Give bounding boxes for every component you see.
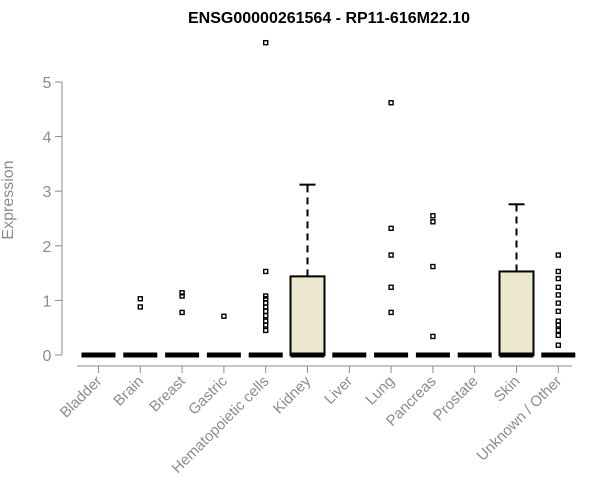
outlier-point <box>179 290 185 296</box>
x-tick-label: Skin <box>491 373 524 406</box>
box-group <box>374 100 409 358</box>
x-tick-label: Bladder <box>57 373 106 422</box>
outlier-point <box>263 318 269 324</box>
outlier-point <box>555 308 561 315</box>
x-tick-label: Lung <box>362 373 398 409</box>
outlier-point <box>555 327 561 334</box>
box-group <box>248 39 283 358</box>
box-group <box>165 290 200 358</box>
outlier-point <box>263 300 269 306</box>
y-tick-label: 0 <box>43 348 52 365</box>
y-tick-label: 5 <box>43 75 52 92</box>
outlier-point <box>388 100 394 106</box>
outlier-point <box>555 275 561 282</box>
y-axis: 0 1 2 3 4 5 <box>43 75 63 365</box>
box <box>498 270 535 357</box>
y-tick-label: 2 <box>43 239 52 256</box>
outlier-point <box>555 332 561 339</box>
outlier-point <box>555 318 561 324</box>
outlier-point <box>555 252 561 258</box>
outlier-point <box>263 308 269 315</box>
outlier-point <box>555 268 561 275</box>
outlier-point <box>388 309 394 316</box>
outlier-point <box>221 313 227 319</box>
outlier-point <box>430 213 436 219</box>
box-group <box>541 252 576 358</box>
x-tick-label: Liver <box>321 373 356 408</box>
outlier-point <box>263 327 269 334</box>
y-axis-label: Expression <box>0 160 17 239</box>
box-group <box>498 203 535 358</box>
outlier-point <box>388 284 394 290</box>
x-tick-label: Kidney <box>270 372 315 417</box>
y-tick-label: 3 <box>43 184 52 201</box>
outlier-point <box>137 296 144 302</box>
outlier-point <box>137 304 144 310</box>
outlier-point <box>388 252 394 258</box>
outlier-point <box>179 293 185 299</box>
outlier-point <box>555 342 561 348</box>
x-tick-label: Brain <box>110 373 147 410</box>
box-group <box>415 213 450 358</box>
outlier-point <box>263 312 269 319</box>
outlier-point <box>555 284 561 290</box>
outlier-point <box>263 39 269 46</box>
outlier-point <box>555 300 561 306</box>
x-tick-label: Breast <box>146 372 189 415</box>
outlier-point <box>388 225 394 232</box>
outlier-point <box>263 268 269 275</box>
outlier-point <box>263 293 269 299</box>
box-group <box>123 296 158 358</box>
outlier-point <box>179 309 185 316</box>
outlier-point <box>555 292 561 298</box>
y-tick-label: 1 <box>43 293 52 310</box>
box-group <box>289 183 326 358</box>
outlier-point <box>430 333 436 340</box>
x-tick-label: Prostate <box>430 373 482 425</box>
outlier-point <box>263 296 269 302</box>
y-tick-label: 4 <box>43 130 52 147</box>
box <box>289 275 326 357</box>
chart-title: ENSG00000261564 - RP11-616M22.10 <box>188 10 470 27</box>
outlier-point <box>430 263 436 270</box>
boxes <box>81 39 576 358</box>
box-group <box>206 313 241 358</box>
outlier-point <box>430 219 436 225</box>
